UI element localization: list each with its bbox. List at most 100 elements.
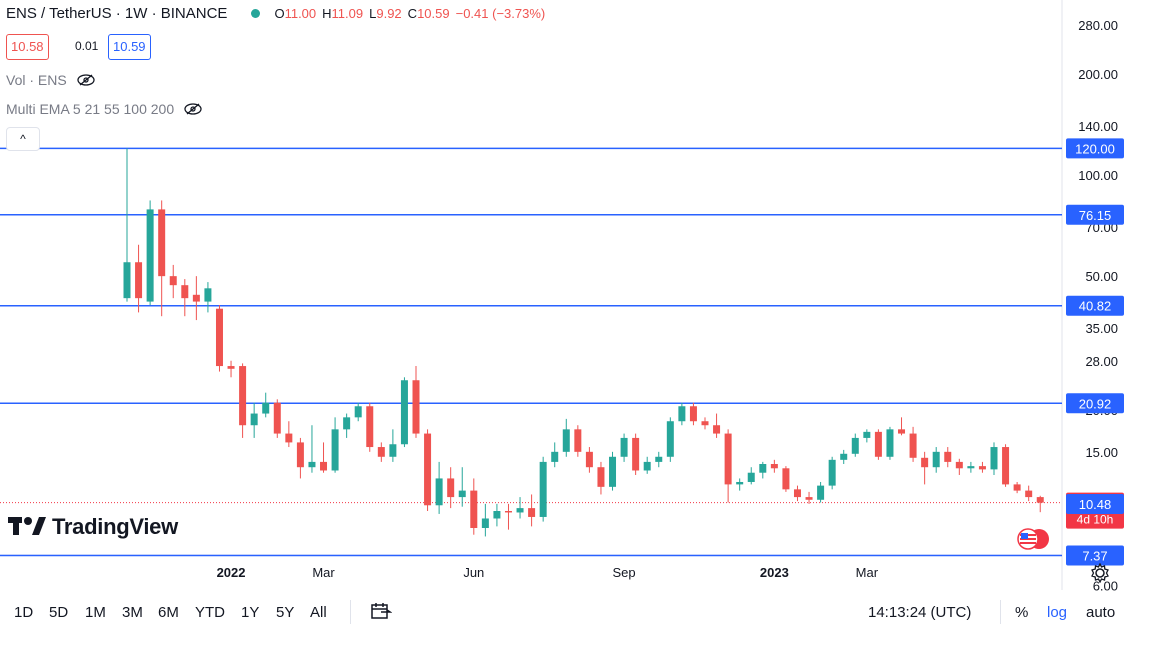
price-axis[interactable]: 280.00200.00140.00100.0070.0050.0035.002… <box>1078 18 1118 593</box>
timeframe-all-button[interactable]: All <box>310 604 327 621</box>
tradingview-logo-text: TradingView <box>52 514 178 539</box>
candle-body <box>932 451 940 468</box>
candle-body <box>308 461 316 468</box>
candle-body <box>493 511 501 519</box>
buy-price-button[interactable]: 10.59 <box>108 34 151 60</box>
candle-body <box>632 437 640 471</box>
level-price-label-bg <box>1066 138 1124 159</box>
candle-body <box>377 447 385 457</box>
price-tick-label: 50.00 <box>1085 269 1118 284</box>
timeframe-1d-button[interactable]: 1D <box>14 604 34 621</box>
candle-body <box>1036 497 1044 503</box>
log-scale-toggle[interactable]: log <box>1047 604 1068 621</box>
date-range-icon[interactable] <box>370 601 392 621</box>
candle-body <box>944 451 952 462</box>
level-price-label-bg <box>1066 545 1124 566</box>
tradingview-logo[interactable]: TradingView <box>8 514 178 540</box>
candle-body <box>458 490 466 498</box>
candle-body <box>504 511 512 513</box>
candle-body <box>620 437 628 457</box>
level-price-label: 120.00 <box>1075 141 1115 156</box>
candle-body <box>215 308 223 367</box>
indicator-multi-ema[interactable]: Multi EMA 5 21 55 100 200 <box>6 101 202 117</box>
time-tick-label: Jun <box>463 565 484 580</box>
candle-body <box>898 429 906 434</box>
time-tick-label: Mar <box>856 565 879 580</box>
low-price-label-bg <box>1066 494 1124 514</box>
candle-body <box>169 276 177 286</box>
candle-body <box>343 417 351 430</box>
timeframe-1m-button[interactable]: 1M <box>85 604 106 621</box>
candle-body <box>285 433 293 443</box>
auto-scale-toggle[interactable]: auto <box>1086 604 1116 621</box>
spread-value: 0.01 <box>71 34 103 58</box>
candle-body <box>713 425 721 434</box>
indicator-volume-label: Vol · ENS <box>6 72 67 88</box>
currency-flag-icon[interactable] <box>1015 528 1051 550</box>
ohlc-low: L9.92 <box>369 6 402 21</box>
time-tick-label: Sep <box>613 565 636 580</box>
candle-body <box>273 402 281 434</box>
price-tick-label: 6.00 <box>1093 579 1118 593</box>
candle-body <box>400 380 408 445</box>
candle-body <box>135 262 143 299</box>
candle-body <box>146 209 154 302</box>
candle-body <box>366 406 374 448</box>
candle-body <box>736 481 744 485</box>
horizontal-lines <box>0 147 1062 557</box>
candle-body <box>331 429 339 471</box>
timeframe-1y-button[interactable]: 1Y <box>241 604 260 621</box>
candle-body <box>782 468 790 490</box>
candle-body <box>539 461 547 517</box>
candle-body <box>863 431 871 438</box>
candle-body <box>817 485 825 500</box>
candle-body <box>921 457 929 468</box>
bar-countdown-label: 4d 10h <box>1077 513 1114 527</box>
candle-body <box>655 456 663 462</box>
gear-icon[interactable] <box>1090 563 1110 583</box>
candle-body <box>967 466 975 469</box>
timeframe-5d-button[interactable]: 5D <box>49 604 69 621</box>
candle-body <box>562 429 570 452</box>
candle-body <box>990 447 998 470</box>
price-chart[interactable]: 280.00200.00140.00100.0070.0050.0035.002… <box>0 0 1152 593</box>
utc-clock[interactable]: 14:13:24 (UTC) <box>868 604 972 621</box>
chevron-up-icon: ^ <box>20 132 26 146</box>
candle-body <box>689 406 697 422</box>
timeframe-5y-button[interactable]: 5Y <box>276 604 295 621</box>
price-change: −0.41 (−3.73%) <box>455 6 546 21</box>
eye-hidden-icon[interactable] <box>184 103 202 115</box>
candle-body <box>551 451 559 462</box>
candle-body <box>978 466 986 470</box>
candle-body <box>574 429 582 452</box>
symbol-title[interactable]: ENS / TetherUS · 1W · BINANCE <box>6 5 228 22</box>
tradingview-mark-icon <box>8 517 46 535</box>
ohlc-close: C10.59 <box>407 6 450 21</box>
candle-body <box>828 459 836 486</box>
candle-body <box>262 402 270 414</box>
percent-scale-toggle[interactable]: % <box>1015 604 1029 621</box>
candle-body <box>447 478 455 498</box>
low-price-label: 10.48 <box>1079 497 1112 512</box>
level-price-label: 20.92 <box>1079 396 1112 411</box>
time-axis[interactable]: 2022 Mar Jun Sep 2023 Mar <box>217 565 879 580</box>
indicator-volume[interactable]: Vol · ENS <box>6 72 95 88</box>
timeframe-ytd-button[interactable]: YTD <box>195 604 225 621</box>
candle-body <box>227 366 235 369</box>
candle-body <box>770 464 778 469</box>
market-status-dot[interactable] <box>251 9 261 18</box>
candle-body <box>320 461 328 471</box>
timeframe-3m-button[interactable]: 3M <box>122 604 143 621</box>
eye-hidden-icon[interactable] <box>77 74 95 86</box>
timeframe-6m-button[interactable]: 6M <box>158 604 179 621</box>
sell-price-button[interactable]: 10.58 <box>6 34 49 60</box>
candle-body <box>296 442 304 468</box>
collapse-legend-button[interactable]: ^ <box>6 127 40 151</box>
candle-body <box>528 508 536 517</box>
price-tick-label: 280.00 <box>1078 18 1118 33</box>
toolbar-divider <box>1000 600 1001 624</box>
candle-body <box>955 461 963 469</box>
candle-body <box>874 431 882 457</box>
time-tick-label: Mar <box>312 565 335 580</box>
candles <box>123 148 1044 537</box>
